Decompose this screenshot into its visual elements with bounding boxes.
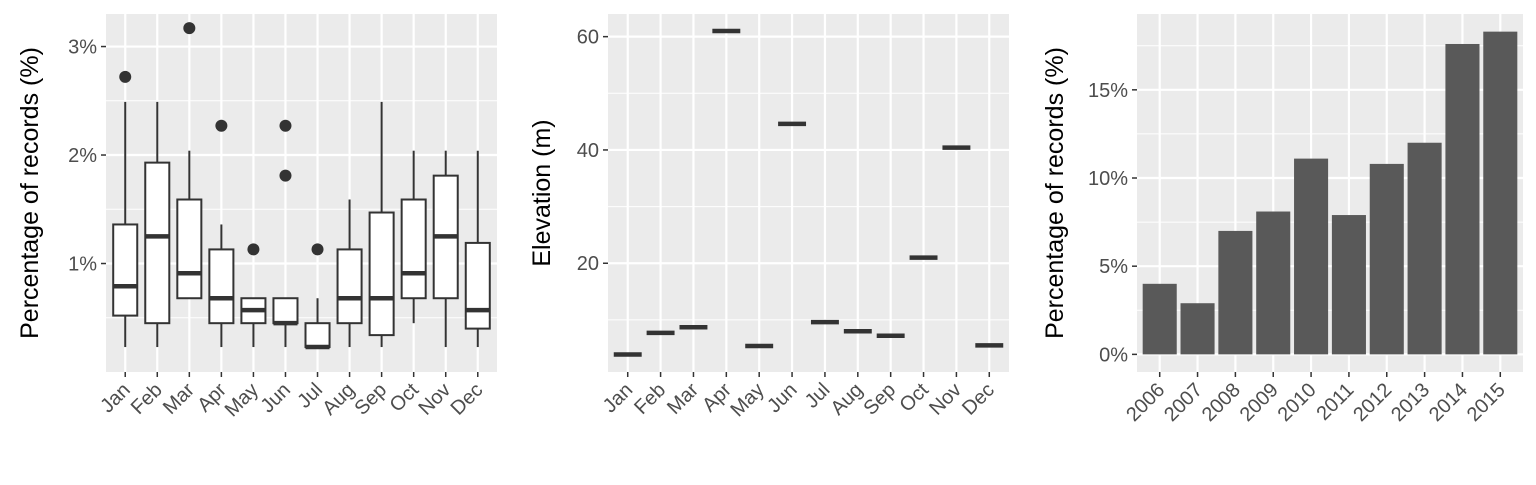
outlier-point — [311, 243, 324, 256]
outlier-point — [279, 169, 292, 182]
x-tick-label: Dec — [447, 379, 488, 420]
y-tick-label: 0% — [1099, 344, 1128, 366]
bar — [1180, 303, 1215, 355]
box — [368, 211, 395, 337]
yearly-percentage-barchart: 0%5%10%15%200620072008200920102011201220… — [1041, 14, 1523, 426]
x-tick-label: 2010 — [1274, 379, 1321, 426]
y-tick-label: 2% — [68, 145, 97, 167]
x-tick-label: Mar — [663, 379, 703, 419]
x-tick-label: Nov — [925, 379, 966, 420]
x-tick-label: Dec — [958, 379, 999, 420]
y-tick-label: 40 — [577, 140, 599, 162]
monthly-percentage-boxplot: 1%2%3%JanFebMarAprMayJunJulAugSepOctNovD… — [16, 14, 497, 421]
bar — [1407, 142, 1442, 355]
box — [272, 297, 299, 325]
bar — [1369, 163, 1404, 355]
x-tick-label: Feb — [127, 379, 167, 419]
outlier-point — [279, 119, 292, 132]
x-tick-label: 2013 — [1387, 379, 1434, 426]
x-tick-label: 2009 — [1236, 379, 1283, 426]
box — [336, 248, 363, 325]
outlier-point — [215, 119, 228, 132]
x-tick-label: Aug — [827, 379, 868, 420]
box — [112, 223, 139, 317]
x-tick-label: Feb — [630, 379, 670, 419]
x-tick-label: Sep — [859, 379, 900, 420]
y-axis-title: Elevation (m) — [528, 119, 556, 266]
x-tick-label: Oct — [896, 379, 934, 417]
box — [144, 161, 171, 325]
x-tick-label: Mar — [159, 379, 199, 419]
y-tick-label: 1% — [68, 254, 97, 276]
box — [304, 322, 331, 349]
x-tick-label: Jun — [763, 379, 801, 417]
outlier-point — [183, 22, 196, 35]
y-tick-label: 60 — [577, 27, 599, 49]
x-tick-label: Nov — [415, 379, 456, 420]
x-tick-label: 2006 — [1122, 379, 1169, 426]
y-tick-label: 20 — [577, 253, 599, 275]
outlier-point — [247, 243, 260, 256]
x-tick-label: 2014 — [1425, 379, 1472, 426]
bar — [1445, 43, 1480, 355]
box — [176, 198, 203, 300]
x-tick-label: May — [726, 379, 768, 421]
x-tick-label: 2007 — [1160, 379, 1207, 426]
x-tick-label: Oct — [386, 379, 424, 417]
x-tick-label: 2015 — [1463, 379, 1510, 426]
x-tick-label: Jun — [257, 379, 295, 417]
y-tick-label: 15% — [1088, 80, 1128, 102]
x-tick-label: Jan — [96, 379, 134, 417]
bar — [1256, 211, 1291, 355]
y-axis-title: Percentage of records (%) — [16, 47, 44, 339]
bar — [1218, 230, 1253, 355]
bar — [1142, 283, 1177, 355]
box — [400, 198, 427, 300]
x-tick-label: May — [221, 379, 263, 421]
plot-background — [106, 14, 497, 372]
outlier-point — [119, 70, 132, 83]
x-tick-label: Sep — [350, 379, 391, 420]
x-tick-label: 2011 — [1312, 379, 1358, 425]
x-tick-label: 2008 — [1198, 379, 1245, 426]
bar — [1331, 215, 1366, 355]
y-tick-label: 10% — [1088, 168, 1128, 190]
box — [208, 248, 235, 325]
bar — [1483, 31, 1518, 355]
y-tick-label: 3% — [68, 37, 97, 59]
box — [464, 241, 491, 330]
y-tick-label: 5% — [1099, 256, 1128, 278]
x-tick-label: Jan — [599, 379, 637, 417]
y-axis-title: Percentage of records (%) — [1041, 47, 1069, 339]
x-tick-label: 2012 — [1349, 379, 1396, 426]
plot-background — [608, 14, 1009, 372]
bar — [1294, 158, 1329, 355]
x-tick-label: Aug — [318, 379, 359, 420]
